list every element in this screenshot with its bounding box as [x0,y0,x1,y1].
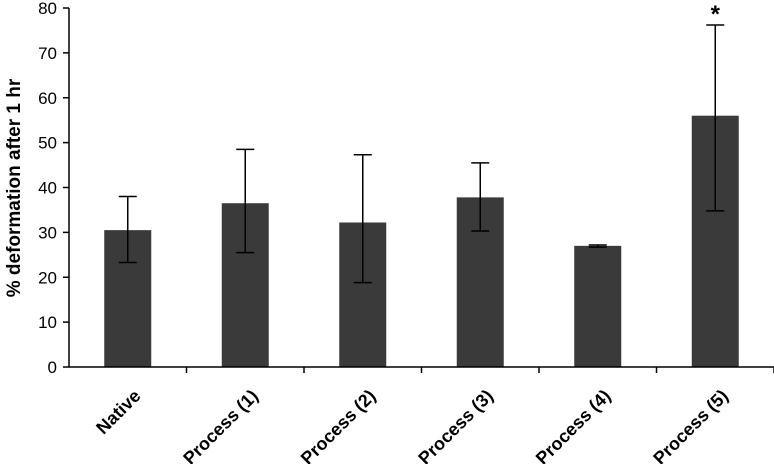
category-label: Process (4) [532,386,615,464]
error-bars [118,24,725,284]
error-bar [588,244,607,248]
y-tick-label: 70 [38,44,57,63]
y-tick-label: 30 [38,223,57,242]
error-bar [118,195,137,264]
category-label: Process (5) [649,386,732,464]
error-bar [471,162,490,232]
error-bar [236,148,255,254]
annotations: * [711,1,721,28]
y-axis-title-group: % deformation after 1 hr [4,78,25,297]
error-bar [353,153,372,284]
category-label: Process (1) [179,386,262,464]
y-tick-label: 0 [48,358,57,377]
y-tick-label: 10 [38,313,57,332]
category-label: Process (3) [414,386,497,464]
y-tick-label: 40 [38,179,57,198]
y-axis-ticks: 0 10 20 30 40 50 60 70 80 [38,0,69,377]
category-label: Process (2) [297,386,380,464]
y-tick-label: 50 [38,134,57,153]
bars [104,115,739,367]
error-bar [706,24,725,212]
significance-marker: * [711,1,721,28]
category-label: Native [92,386,144,438]
bar [574,245,622,367]
y-tick-label: 20 [38,268,57,287]
axes [68,8,774,373]
category-labels: Native Process (1) Process (2) Process (3) P… [92,386,732,464]
y-tick-label: 60 [38,89,57,108]
y-tick-label: 80 [38,0,57,18]
y-axis-title: % deformation after 1 hr [4,78,25,297]
